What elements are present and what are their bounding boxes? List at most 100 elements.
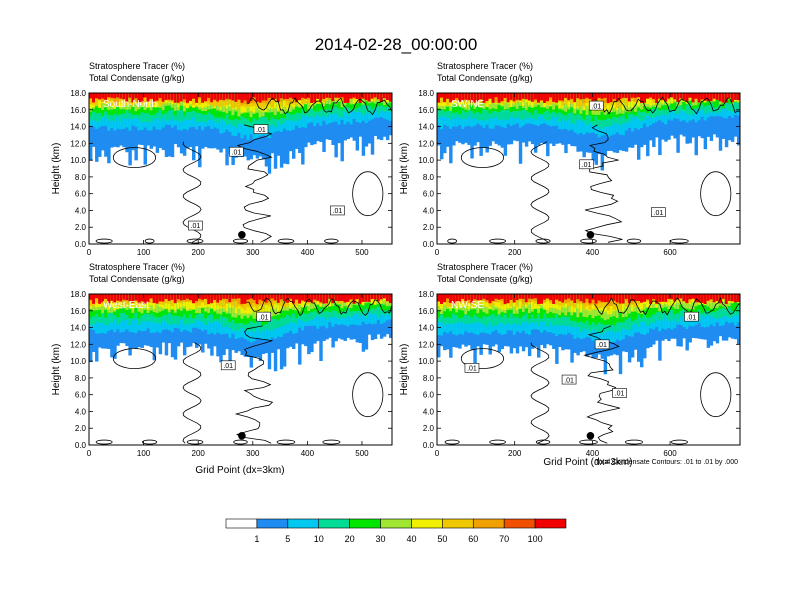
tracer-field xyxy=(89,294,392,372)
x-tick-label: 100 xyxy=(137,449,151,458)
panel-header-tracer: Stratosphere Tracer (%) xyxy=(437,61,533,71)
contour-label: .01 xyxy=(615,391,625,398)
x-tick-label: 0 xyxy=(87,248,92,257)
panel-4: Stratosphere Tracer (%) Total Condensate … xyxy=(399,262,741,458)
contour-label-box xyxy=(588,100,604,111)
contour-label: .01 xyxy=(582,162,592,169)
x-tick-label: 0 xyxy=(87,449,92,458)
colorbar-swatch xyxy=(225,518,258,529)
y-tick-label: 18.0 xyxy=(418,89,434,98)
contour-label: .01 xyxy=(597,342,607,349)
panel-label: West-East xyxy=(103,300,149,311)
y-tick-label: 0.0 xyxy=(423,240,435,249)
contour-label-box xyxy=(464,363,480,373)
y-tick-label: 16.0 xyxy=(418,106,434,115)
y-tick-label: 18.0 xyxy=(70,89,86,98)
x-tick-label: 500 xyxy=(355,449,369,458)
panels: Stratosphere Tracer (%) Total Condensate … xyxy=(51,61,741,458)
contour-label-box xyxy=(330,205,345,216)
colorbar-swatch xyxy=(287,518,320,529)
y-tick-label: 0.0 xyxy=(423,441,435,450)
y-tick-label: 14.0 xyxy=(70,123,86,132)
y-tick-label: 2.0 xyxy=(75,424,87,433)
y-tick-label: 0.0 xyxy=(75,441,87,450)
y-tick-label: 10.0 xyxy=(418,156,434,165)
y-tick-label: 6.0 xyxy=(75,391,87,400)
x-tick-label: 200 xyxy=(192,248,206,257)
panel-3: Stratosphere Tracer (%) Total Condensate … xyxy=(51,262,393,458)
colorbar-label: 40 xyxy=(406,534,416,544)
contour-label: .01 xyxy=(654,210,664,217)
x-tick-label: 400 xyxy=(301,248,315,257)
panel-header-condensate: Total Condensate (g/kg) xyxy=(89,73,185,83)
contour-label-box xyxy=(594,339,610,350)
y-tick-label: 18.0 xyxy=(418,290,434,299)
panel-header-tracer: Stratosphere Tracer (%) xyxy=(89,262,185,272)
contour-label: .01 xyxy=(591,103,601,110)
colorbar-swatch xyxy=(380,518,412,529)
colorbar-label: 20 xyxy=(345,534,355,544)
location-marker xyxy=(238,230,246,239)
contour-label: .01 xyxy=(191,223,201,230)
colorbar-swatch xyxy=(318,518,350,529)
x-tick-label: 400 xyxy=(586,248,600,257)
panel-2: Stratosphere Tracer (%) Total Condensate … xyxy=(399,61,741,257)
y-tick-label: 12.0 xyxy=(70,340,86,349)
colorbar-label: 10 xyxy=(314,534,324,544)
panel-header-tracer: Stratosphere Tracer (%) xyxy=(89,61,185,71)
location-marker xyxy=(586,431,595,440)
colorbar-label: 100 xyxy=(528,534,543,544)
y-tick-label: 4.0 xyxy=(75,206,87,215)
colorbar-swatch xyxy=(411,518,443,529)
y-tick-label: 10.0 xyxy=(418,357,434,366)
y-tick-label: 16.0 xyxy=(70,106,86,115)
panel-header-condensate: Total Condensate (g/kg) xyxy=(89,274,185,284)
x-tick-label: 400 xyxy=(301,449,315,458)
contour-label-box xyxy=(612,388,627,398)
panel-1: Stratosphere Tracer (%) Total Condensate … xyxy=(51,61,393,257)
y-axis-label: Height (km) xyxy=(399,344,410,396)
panel-header-tracer: Stratosphere Tracer (%) xyxy=(437,262,533,272)
x-axis-label-left: Grid Point (dx=3km) xyxy=(195,465,284,476)
x-tick-label: 500 xyxy=(355,248,369,257)
condensate-contours xyxy=(444,296,740,445)
contour-label-box xyxy=(561,374,577,385)
y-tick-label: 8.0 xyxy=(423,374,435,383)
plot-frame xyxy=(88,293,393,446)
y-tick-label: 12.0 xyxy=(418,139,434,148)
y-tick-label: 8.0 xyxy=(423,173,435,182)
x-axis-label-right: Grid Point (dx=3km) xyxy=(543,457,632,468)
contour-label: .01 xyxy=(564,377,574,384)
contour-label-box xyxy=(651,207,666,217)
location-marker xyxy=(238,431,246,440)
panel-label: SW-NE xyxy=(451,99,484,110)
y-axis-label: Height (km) xyxy=(51,344,62,396)
contour-label: .01 xyxy=(259,314,269,321)
contour-label-box xyxy=(579,159,594,170)
colorbar-swatch xyxy=(256,518,289,529)
x-tick-label: 200 xyxy=(508,248,522,257)
panel-label: NW-SE xyxy=(451,300,484,311)
x-tick-label: 600 xyxy=(663,248,677,257)
x-tick-label: 0 xyxy=(435,248,440,257)
colorbar-swatch xyxy=(503,518,536,529)
colorbar-swatch xyxy=(472,518,505,529)
contour-label: .01 xyxy=(256,127,266,134)
y-tick-label: 8.0 xyxy=(75,173,87,182)
y-axis-label: Height (km) xyxy=(399,143,410,195)
contour-label-box xyxy=(253,124,269,134)
contour-note: Total Condensate Contours: .01 to .01 by… xyxy=(595,459,738,466)
y-tick-label: 10.0 xyxy=(70,156,86,165)
colorbar-label: 30 xyxy=(376,534,386,544)
panel-label: South-North xyxy=(103,99,157,110)
contour-label-box xyxy=(229,146,244,157)
colorbar-label: 50 xyxy=(437,534,447,544)
y-tick-label: 14.0 xyxy=(418,123,434,132)
y-tick-label: 4.0 xyxy=(423,206,435,215)
figure-title: 2014-02-28_00:00:00 xyxy=(315,35,478,54)
y-tick-label: 16.0 xyxy=(70,307,86,316)
colorbar-label: 70 xyxy=(499,534,509,544)
tracer-field xyxy=(437,294,740,375)
y-tick-label: 16.0 xyxy=(418,307,434,316)
y-tick-label: 12.0 xyxy=(418,340,434,349)
